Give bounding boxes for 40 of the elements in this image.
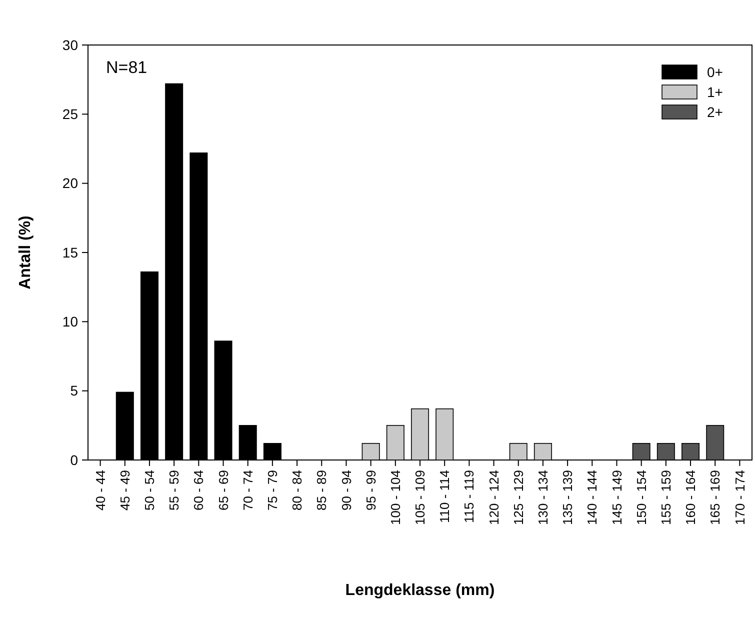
y-tick-label: 15 xyxy=(62,244,78,260)
x-tick-label: 170 - 174 xyxy=(732,470,748,525)
x-tick-label: 45 - 49 xyxy=(117,470,132,510)
y-axis-title: Antall (%) xyxy=(17,216,34,290)
y-tick-label: 5 xyxy=(70,382,78,399)
x-tick-label: 125 - 129 xyxy=(510,470,526,525)
x-tick-label: 50 - 54 xyxy=(142,470,158,510)
x-tick-label: 120 - 124 xyxy=(486,470,502,525)
x-tick-label: 55 - 59 xyxy=(166,470,182,510)
x-tick-label: 165 - 169 xyxy=(708,470,723,525)
x-tick-label: 75 - 79 xyxy=(264,470,280,510)
x-tick-label: 145 - 149 xyxy=(609,470,624,525)
x-tick-label: 70 - 74 xyxy=(240,470,256,510)
x-tick-label: 105 - 109 xyxy=(412,470,428,525)
legend-label: 2+ xyxy=(707,104,723,120)
x-tick-label: 65 - 69 xyxy=(216,470,231,510)
x-tick-label: 140 - 144 xyxy=(584,470,600,525)
x-tick-label: 115 - 119 xyxy=(462,470,477,524)
y-tick-label: 25 xyxy=(62,106,78,122)
y-tick-label: 20 xyxy=(62,175,78,192)
legend-label: 1+ xyxy=(707,84,723,100)
x-tick-label: 155 - 159 xyxy=(658,470,674,525)
x-tick-label: 150 - 154 xyxy=(634,470,649,525)
x-tick-label: 80 - 84 xyxy=(290,470,305,510)
x-tick-label: 135 - 139 xyxy=(560,470,576,525)
x-tick-label: 90 - 94 xyxy=(338,470,354,510)
y-tick-label: 0 xyxy=(70,452,78,468)
x-tick-label: 60 - 64 xyxy=(191,470,206,510)
y-tick-label: 30 xyxy=(62,36,78,53)
y-tick-label: 10 xyxy=(62,314,78,330)
x-axis-title: Lengdeklasse (mm) xyxy=(345,582,495,599)
x-tick-label: 110 - 114 xyxy=(437,470,452,524)
x-tick-label: 100 - 104 xyxy=(388,470,403,525)
x-tick-label: 95 - 99 xyxy=(363,470,378,510)
annotation: N=81 xyxy=(106,58,148,77)
legend-label: 0+ xyxy=(707,64,723,80)
x-tick-label: 40 - 44 xyxy=(92,470,108,510)
x-tick-label: 160 - 164 xyxy=(683,470,698,525)
x-tick-label: 85 - 89 xyxy=(314,470,330,510)
x-tick-label: 130 - 134 xyxy=(536,470,551,525)
